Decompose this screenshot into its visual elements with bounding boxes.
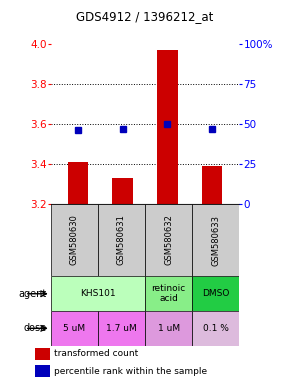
Bar — [145, 276, 192, 311]
Bar — [145, 204, 192, 276]
Bar — [35, 348, 50, 360]
Bar — [68, 162, 88, 204]
Text: transformed count: transformed count — [54, 349, 138, 358]
Bar — [192, 276, 239, 311]
Text: 1 uM: 1 uM — [157, 324, 180, 333]
Bar — [157, 50, 177, 204]
Text: GSM580630: GSM580630 — [70, 215, 79, 265]
Text: 1.7 uM: 1.7 uM — [106, 324, 137, 333]
Text: agent: agent — [19, 289, 47, 299]
Bar — [35, 365, 50, 377]
Bar — [192, 311, 239, 346]
Bar — [192, 204, 239, 276]
Text: percentile rank within the sample: percentile rank within the sample — [54, 367, 207, 376]
Bar — [98, 311, 145, 346]
Bar — [145, 311, 192, 346]
Bar — [113, 178, 133, 204]
Bar — [51, 204, 98, 276]
Text: GSM580633: GSM580633 — [211, 215, 220, 265]
Bar — [51, 311, 98, 346]
Text: KHS101: KHS101 — [80, 289, 116, 298]
Text: dose: dose — [24, 323, 47, 333]
Text: GSM580632: GSM580632 — [164, 215, 173, 265]
Text: GDS4912 / 1396212_at: GDS4912 / 1396212_at — [76, 10, 214, 23]
Text: 0.1 %: 0.1 % — [203, 324, 229, 333]
Bar — [51, 276, 145, 311]
Text: DMSO: DMSO — [202, 289, 229, 298]
Bar — [202, 166, 222, 204]
Text: GSM580631: GSM580631 — [117, 215, 126, 265]
Text: 5 uM: 5 uM — [63, 324, 85, 333]
Text: retinoic
acid: retinoic acid — [151, 284, 186, 303]
Bar — [98, 204, 145, 276]
